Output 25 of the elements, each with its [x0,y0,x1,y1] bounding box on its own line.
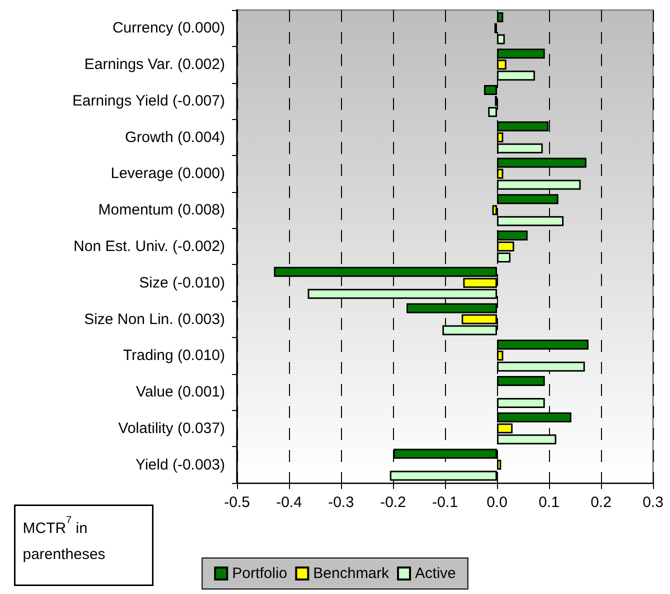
x-tick-label: 0.0 [486,494,508,511]
y-tick-label: Size (-0.010) [139,274,225,292]
y-tick-label: Non Est. Univ. (-0.002) [74,238,225,255]
x-tick-label: -0.2 [380,494,406,511]
y-tick-label: Value (0.001) [136,384,225,401]
y-tick-label: Currency (0.000) [112,20,225,37]
x-tick-label: -0.1 [432,494,458,511]
legend-label: Portfolio [232,565,288,582]
y-tick-label: Momentum (0.008) [98,202,225,219]
x-tick-label: -0.3 [328,494,354,511]
x-tick-label: -0.5 [224,494,250,511]
y-tick-label: Size Non Lin. (0.003) [84,310,225,328]
y-tick-label: Trading (0.010) [123,347,225,364]
y-tick-label: Yield (-0.003) [136,456,225,474]
x-tick-label: 0.3 [642,494,664,511]
legend-label: Active [415,565,456,582]
y-tick-label: Earnings Var. (0.002) [84,56,225,74]
x-tick-label: -0.4 [276,494,302,511]
legend-label: Benchmark [313,565,390,582]
y-tick-label: Volatility (0.037) [118,420,225,437]
x-tick-label: 0.2 [590,494,612,511]
y-tick-label: Growth (0.004) [124,128,225,146]
y-tick-label: Earnings Yield (-0.007) [72,92,225,110]
y-tick-label: Leverage (0.000) [110,165,225,182]
x-tick-label: 0.1 [538,494,560,511]
